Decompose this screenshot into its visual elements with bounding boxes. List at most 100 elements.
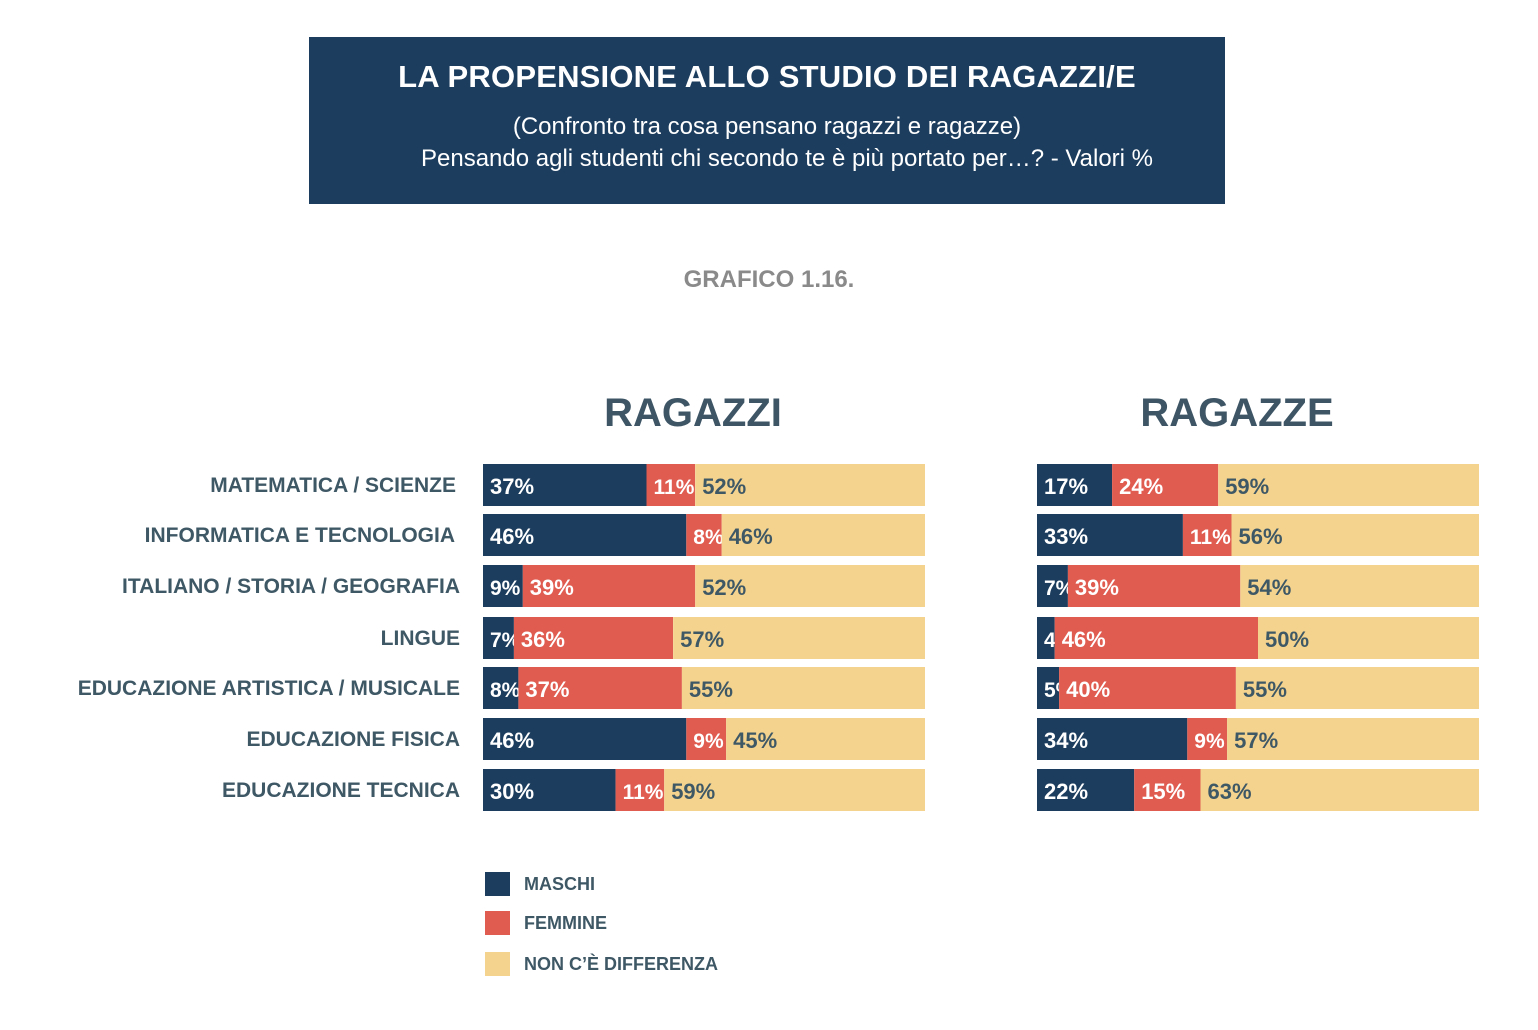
bar-segment-non-differenza [1231,514,1479,556]
legend-swatch-maschi [485,872,510,896]
legend-swatch-femmine [485,911,510,935]
bar-segment-non-differenza [1200,769,1479,811]
bar-segment-femmine [615,769,665,811]
bar-value-label: 33% [1044,524,1088,549]
bar-segment-maschi [1037,464,1113,506]
bar-segment-maschi [483,464,647,506]
bar-segment-non-differenza [681,667,925,709]
bar-segment-femmine [1134,769,1201,811]
bar-segment-maschi [483,718,687,760]
category-label: LINGUE [380,627,460,650]
bar-value-label: 24% [1119,474,1163,499]
bar-segment-non-differenza [721,514,925,556]
bar-value-label: 30% [490,779,534,804]
bar-segment-femmine [1187,718,1228,760]
bar-segment-non-differenza [1235,667,1479,709]
bar-segment-maschi [483,565,523,607]
bar-segment-femmine [518,667,682,709]
bar-segment-non-differenza [695,565,925,607]
panel-title-ragazze: RAGAZZE [1140,391,1334,435]
chart-subtitle-line2: Pensando agli studenti chi secondo te è … [421,145,1153,172]
category-label: MATEMATICA / SCIENZE [210,474,456,497]
category-label: EDUCAZIONE FISICA [246,728,460,751]
bar-segment-maschi [483,617,514,659]
bar-segment-femmine [686,718,727,760]
bar-value-label: 7% [490,629,521,652]
chart-title: LA PROPENSIONE ALLO STUDIO DEI RAGAZZI/E [398,59,1136,94]
title-banner: LA PROPENSIONE ALLO STUDIO DEI RAGAZZI/E… [309,37,1225,204]
bar-value-label: 37% [525,677,569,702]
bar-value-label: 9% [693,730,724,753]
bar-value-label: 52% [702,575,746,600]
bar-value-label: 46% [490,524,534,549]
bar-segment-non-differenza [664,769,925,811]
category-label: EDUCAZIONE TECNICA [221,779,460,802]
bar-value-label: 40% [1066,677,1110,702]
bar-value-label: 9% [490,577,521,600]
bar-segment-femmine [513,617,673,659]
bar-segment-non-differenza [1258,617,1479,659]
bar-value-label: 46% [490,728,534,753]
bar-value-label: 7% [1044,577,1075,600]
bar-value-label: 11% [654,476,695,499]
bar-segment-maschi [1037,718,1188,760]
bar-value-label: 45% [733,728,777,753]
bar-value-label: 46% [1062,627,1106,652]
bar-segment-femmine [646,464,696,506]
bar-value-label: 9% [1194,730,1225,753]
bar-segment-femmine [1112,464,1219,506]
bar-value-label: 8% [490,679,521,702]
bar-segment-maschi [1037,514,1183,556]
bar-value-label: 63% [1208,779,1252,804]
bar-value-label: 55% [1243,677,1287,702]
bar-segment-non-differenza [695,464,925,506]
bar-value-label: 22% [1044,779,1088,804]
category-label: EDUCAZIONE ARTISTICA / MUSICALE [77,677,460,700]
bar-segment-maschi [1037,667,1060,709]
figure-caption: GRAFICO 1.16. [683,266,855,293]
legend-swatch-non-differenza [485,952,510,976]
bar-value-label: 17% [1044,474,1088,499]
bar-value-label: 39% [530,575,574,600]
bar-segment-femmine [686,514,722,556]
bar-value-label: 57% [1234,728,1278,753]
bar-value-label: 37% [490,474,534,499]
bar-value-label: 59% [671,779,715,804]
bar-value-label: 57% [680,627,724,652]
bar-segment-non-differenza [673,617,925,659]
bar-value-label: 50% [1265,627,1309,652]
bar-segment-maschi [483,769,616,811]
chart-subtitle-line1: (Confronto tra cosa pensano ragazzi e ra… [512,113,1022,140]
bar-segment-non-differenza [1218,464,1479,506]
bar-value-label: 11% [1190,526,1231,549]
bar-segment-maschi [483,514,687,556]
bar-value-label: 39% [1075,575,1119,600]
bar-value-label: 52% [702,474,746,499]
bar-segment-maschi [1037,617,1055,659]
bar-segment-femmine [1059,667,1236,709]
bar-value-label: 34% [1044,728,1088,753]
bar-segment-non-differenza [1240,565,1479,607]
category-label: INFORMATICA E TECNOLOGIA [144,524,455,547]
bar-value-label: 59% [1225,474,1269,499]
bar-segment-non-differenza [1227,718,1479,760]
bar-segment-maschi [483,667,519,709]
panel-title-ragazzi: RAGAZZI [604,391,782,435]
bar-value-label: 56% [1239,524,1283,549]
bar-value-label: 15% [1141,779,1185,804]
legend-label-maschi: MASCHI [524,874,595,894]
bar-segment-femmine [1067,565,1241,607]
bar-value-label: 11% [623,781,664,804]
bar-value-label: 55% [689,677,733,702]
bar-value-label: 8% [693,526,724,549]
bar-segment-femmine [522,565,696,607]
category-label: ITALIANO / STORIA / GEOGRAFIA [122,575,460,598]
legend-label-non-differenza: NON C’È DIFFERENZA [524,954,719,974]
bar-value-label: 46% [729,524,773,549]
bar-value-label: 54% [1247,575,1291,600]
bar-segment-femmine [1182,514,1232,556]
bar-segment-femmine [1054,617,1258,659]
bar-value-label: 36% [521,627,565,652]
legend-label-femmine: FEMMINE [524,913,607,933]
